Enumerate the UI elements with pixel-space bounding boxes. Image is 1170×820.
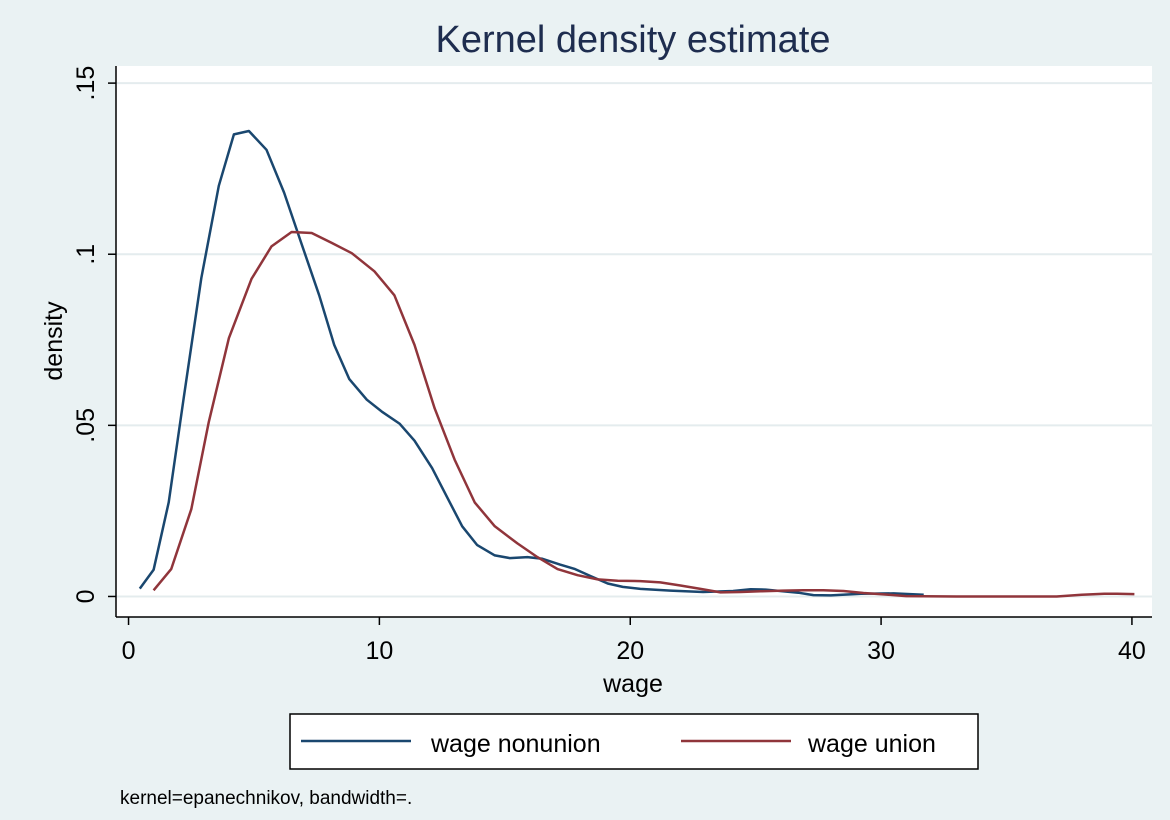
chart-title: Kernel density estimate	[436, 19, 831, 61]
x-tick-label-4: 40	[1118, 637, 1146, 665]
x-ticks: 0 10 20 30 40	[122, 617, 1146, 665]
y-tick-label-3: .15	[72, 66, 100, 101]
x-axis-label: wage	[602, 670, 663, 698]
plot-area	[116, 66, 1152, 617]
x-tick-label-2: 20	[616, 637, 644, 665]
series-lines	[138, 129, 1135, 598]
legend-label-wage-nonunion: wage nonunion	[430, 730, 601, 758]
series-line-wage-nonunion	[138, 129, 924, 597]
x-tick-label-0: 0	[122, 637, 136, 665]
legend: wage nonunion wage union	[289, 713, 979, 770]
y-tick-label-2: .1	[72, 244, 100, 265]
series-line-wage-union	[152, 230, 1135, 598]
y-axis-label: density	[40, 301, 68, 381]
y-tick-label-0: 0	[72, 590, 100, 604]
y-tick-label-1: .05	[72, 408, 100, 443]
x-tick-label-3: 30	[867, 637, 895, 665]
legend-label-wage-union: wage union	[807, 730, 936, 758]
chart-note: kernel=epanechnikov, bandwidth=.	[120, 788, 412, 809]
y-ticks: 0 .05 .1 .15	[72, 66, 116, 604]
x-tick-label-1: 10	[365, 637, 393, 665]
